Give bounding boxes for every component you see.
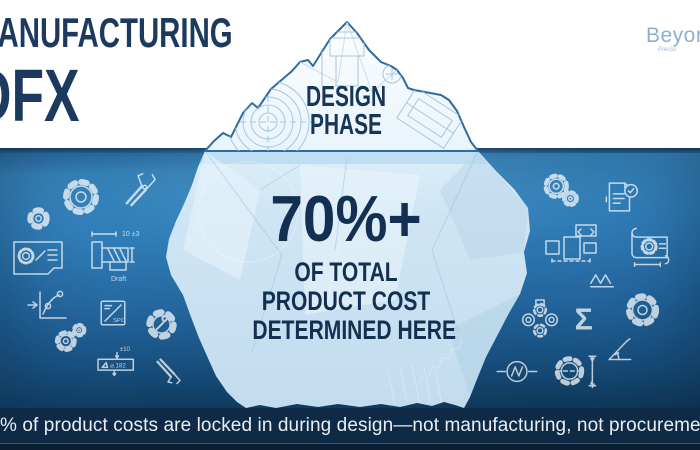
design-phase-label: DESIGN PHASE [305, 81, 387, 141]
stat-description: OF TOTAL PRODUCT COST DETERMINED HERE [252, 257, 457, 345]
gear-pair-icon [540, 172, 580, 210]
gear-icon [623, 291, 662, 329]
brand-name: Beyon [646, 24, 700, 47]
scatter-plot-icon [26, 288, 70, 322]
document-gear-icon [12, 240, 64, 276]
waveform-icon [588, 271, 616, 290]
page-title: MANUFACTURING DFX [0, 12, 344, 133]
part-drawing-icon: 10 ±3 Draft [86, 231, 140, 283]
banner-footer-strip [0, 444, 700, 450]
gear-icon [60, 176, 102, 218]
bottom-banner: % of product costs are locked in during … [0, 408, 700, 450]
brand-logo: Beyon Precisi [646, 24, 700, 53]
spc-chart-icon: SPC [99, 299, 126, 327]
blueprint-scroll-icon [626, 223, 674, 270]
fastener-cluster-icon [521, 298, 559, 340]
gear-small-icon [27, 207, 50, 230]
gear-dimension-icon [553, 353, 599, 389]
svg-text:Σ: Σ [575, 303, 593, 336]
document-check-icon [603, 180, 639, 214]
banner-text: % of product costs are locked in during … [0, 415, 700, 436]
submerged-surface-band [166, 151, 530, 164]
tolerance-callout-icon: ±10 ⌀.182 [94, 346, 136, 384]
svg-text:SPC: SPC [113, 318, 126, 324]
blueprint-sketch-underwater [197, 161, 463, 405]
stat-value: 70%+ [270, 182, 422, 255]
gear-pair-icon [54, 322, 87, 354]
cost-stat-block: 70%+ OF TOTAL PRODUCT COST DETERMINED HE… [226, 186, 466, 345]
brand-tagline: Precisi [658, 47, 677, 53]
svg-text:10 ±3: 10 ±3 [122, 231, 140, 238]
signal-lens-icon [495, 358, 539, 385]
exploded-assembly-icon [542, 223, 600, 267]
gear-wrench-icon [145, 308, 178, 341]
title-line-dfx: DFX [0, 54, 80, 137]
caliper-icon [121, 171, 159, 207]
svg-text:⌀.182: ⌀.182 [110, 362, 126, 369]
title-line-manufacturing: MANUFACTURING [0, 9, 233, 56]
sigma-icon: Σ [575, 303, 593, 336]
svg-text:Draft: Draft [111, 276, 126, 283]
angle-dimension-icon [606, 336, 633, 364]
caliper-icon [153, 355, 183, 385]
svg-text:±10: ±10 [120, 346, 131, 353]
